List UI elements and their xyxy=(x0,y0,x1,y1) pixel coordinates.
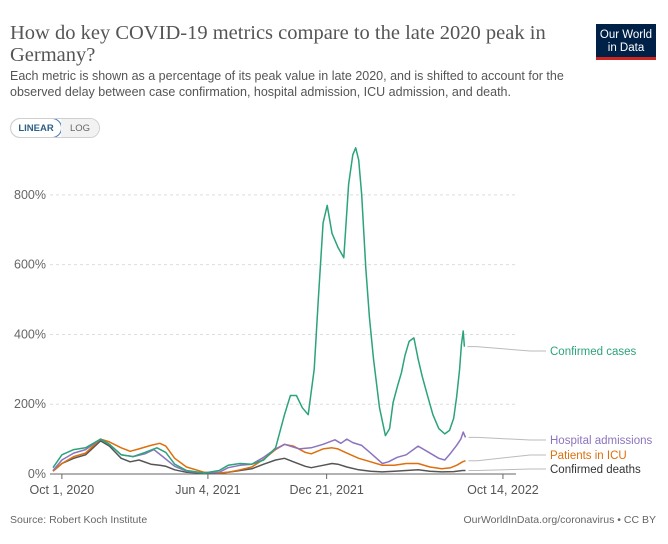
y-tick-label: 600% xyxy=(14,258,46,272)
label-connector-icu xyxy=(468,454,546,462)
log-scale-button[interactable]: LOG xyxy=(61,119,99,137)
y-tick-label: 0% xyxy=(28,467,46,481)
series-label-hospital: Hospital admissions xyxy=(550,435,653,447)
y-tick-label: 800% xyxy=(14,188,46,202)
y-tick-label: 200% xyxy=(14,397,46,411)
label-connector-hospital xyxy=(468,436,546,441)
owid-logo[interactable]: Our World in Data xyxy=(596,24,656,60)
x-tick-label: Oct 14, 2022 xyxy=(467,483,539,497)
series-line-cases xyxy=(52,147,466,474)
series-label-cases: Confirmed cases xyxy=(550,346,637,358)
scale-toggle: LINEAR LOG xyxy=(10,118,100,138)
logo-line-2: in Data xyxy=(607,42,645,54)
y-tick-label: 400% xyxy=(14,327,46,341)
chart-subtitle: Each metric is shown as a percentage of … xyxy=(10,69,564,99)
series-label-icu: Patients in ICU xyxy=(550,450,627,462)
series-label-deaths: Confirmed deaths xyxy=(550,464,641,476)
source-note[interactable]: Source: Robert Koch Institute xyxy=(10,514,148,526)
credit-note[interactable]: OurWorldInData.org/coronavirus • CC BY xyxy=(463,514,656,526)
series-line-deaths xyxy=(52,440,466,475)
x-tick-label: Jun 4, 2021 xyxy=(175,483,240,497)
label-connector-cases xyxy=(467,346,546,352)
x-tick-label: Dec 21, 2021 xyxy=(289,483,363,497)
logo-line-1: Our World xyxy=(599,29,653,41)
chart-title: How do key COVID-19 metrics compare to t… xyxy=(10,22,546,66)
label-connector-deaths xyxy=(468,468,546,472)
logo-accent-bar xyxy=(596,57,656,60)
x-tick-label: Oct 1, 2020 xyxy=(30,483,95,497)
